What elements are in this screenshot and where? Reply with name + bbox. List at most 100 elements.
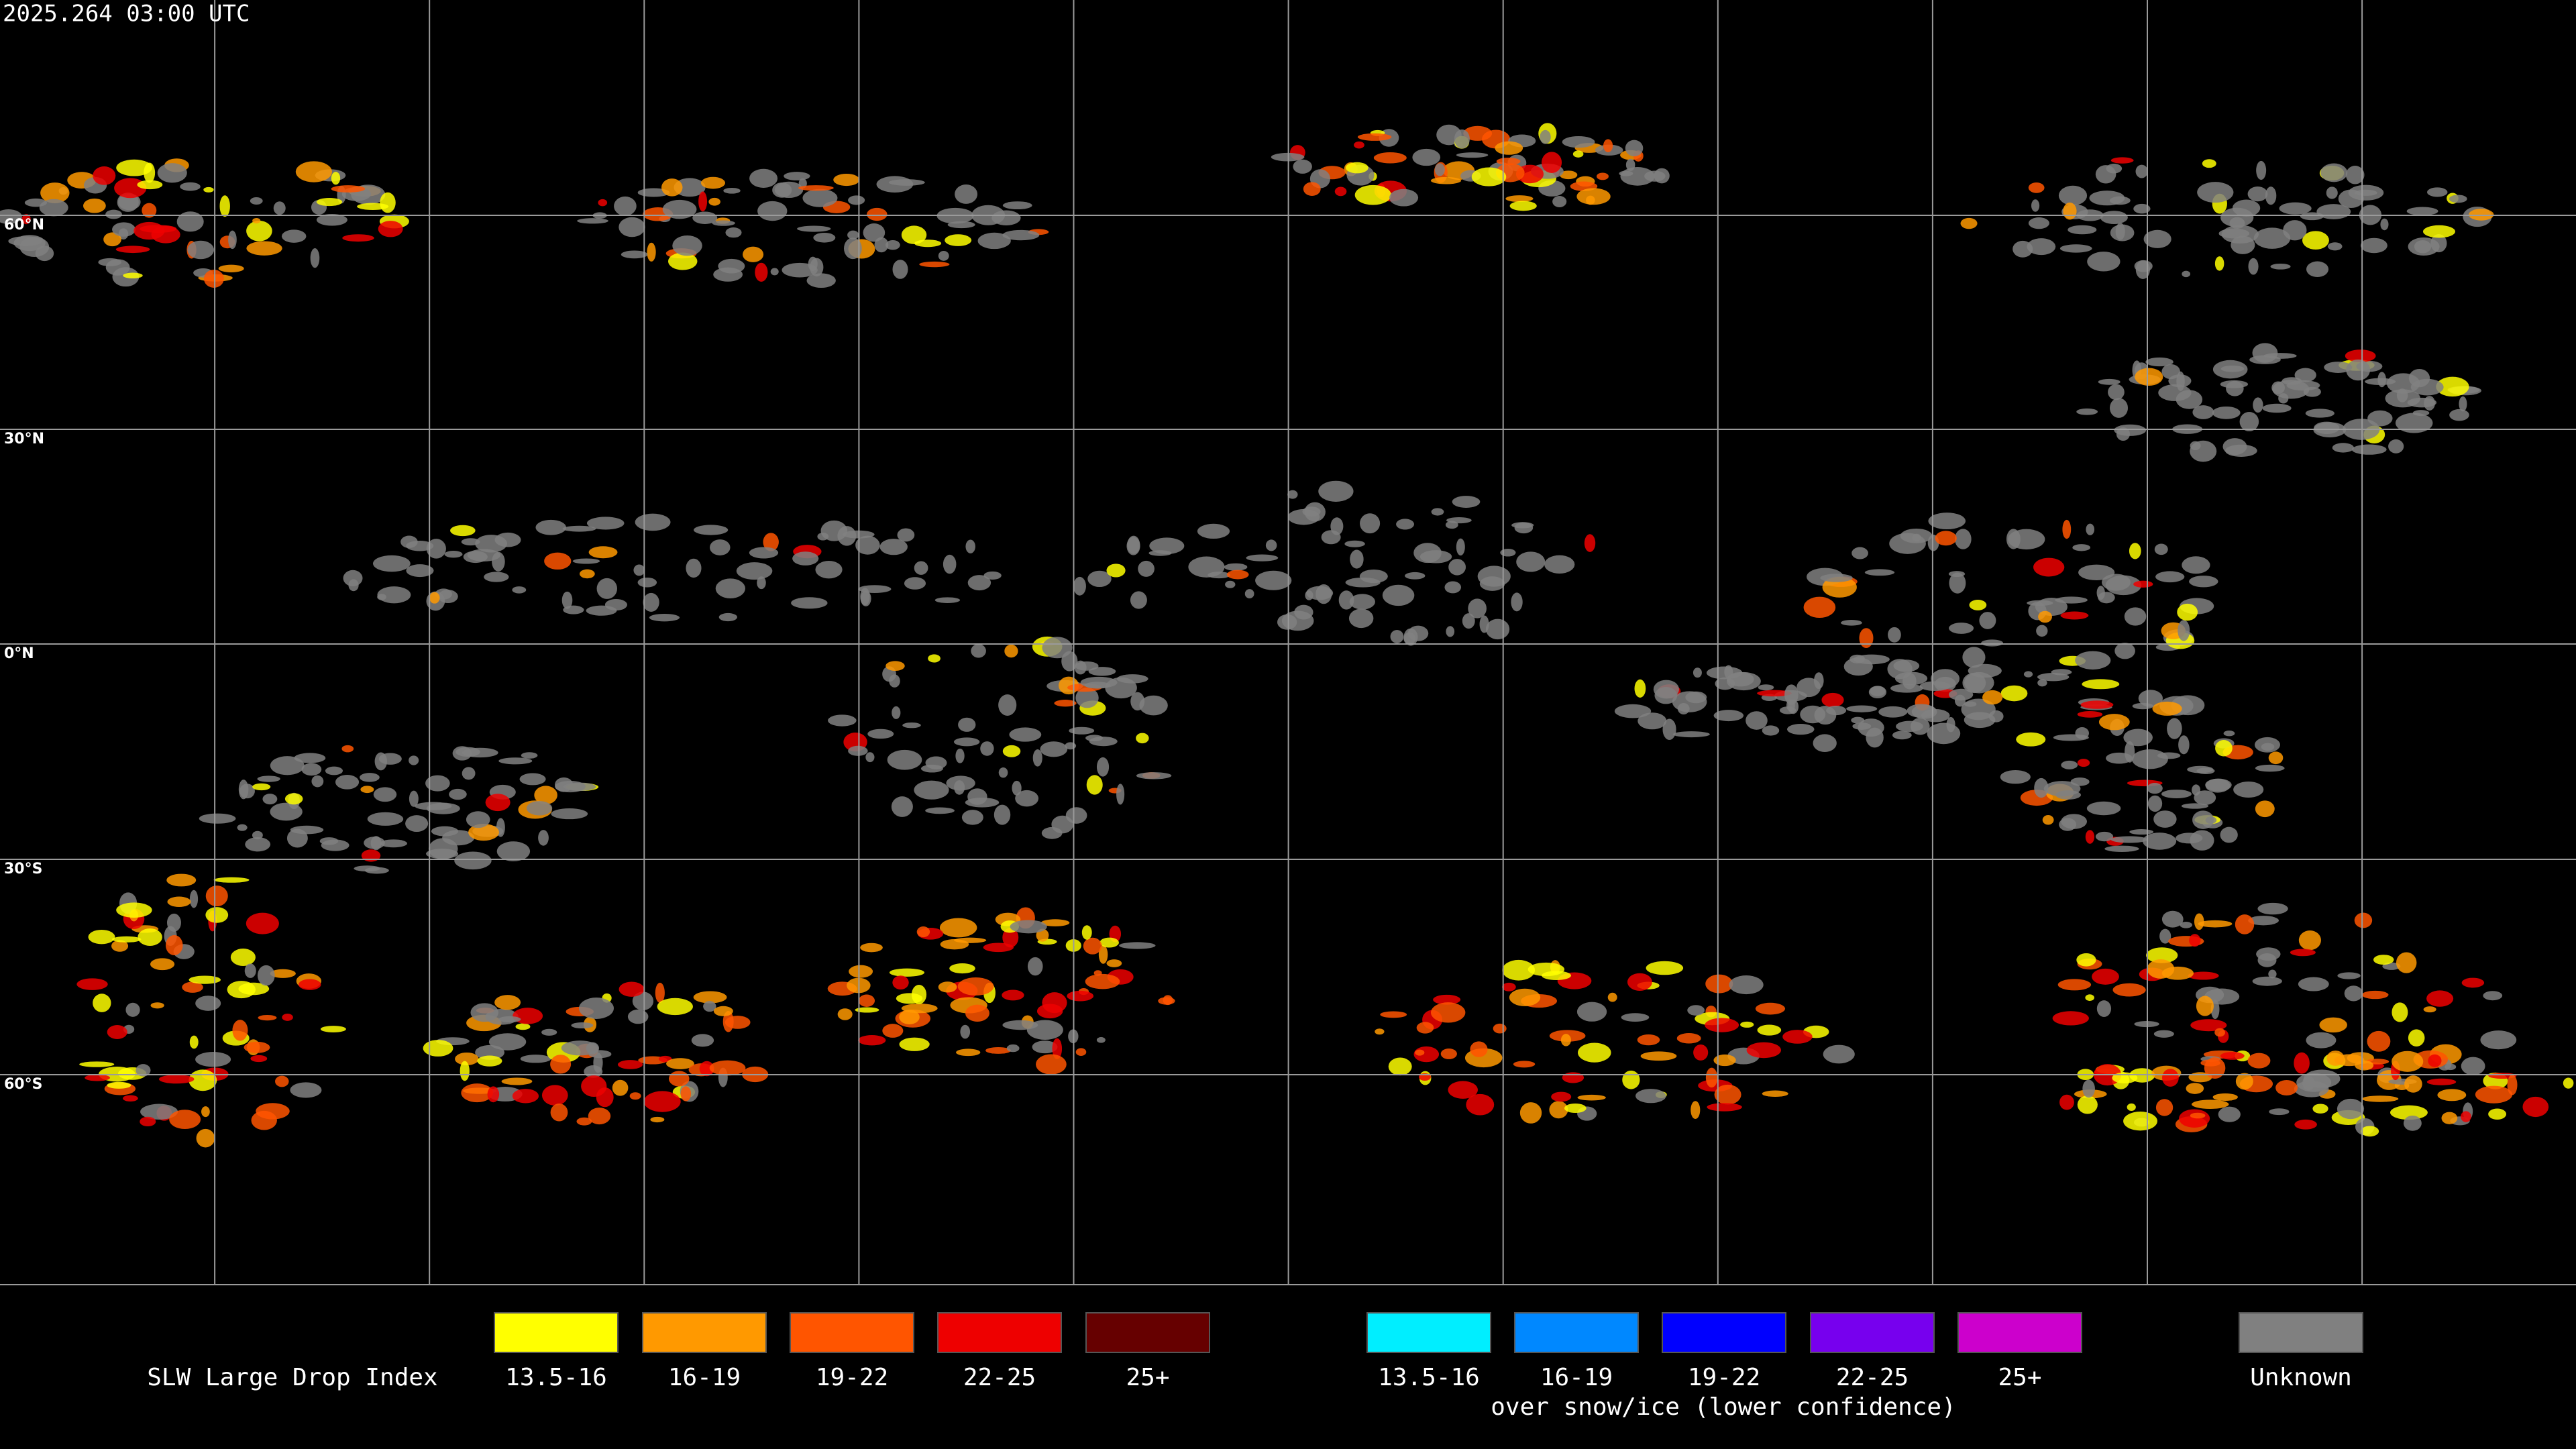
cloud-patch — [1305, 590, 1313, 600]
cloud-patch — [290, 825, 324, 835]
cloud-patch — [858, 1034, 886, 1046]
cloud-patch — [713, 1006, 733, 1016]
cloud-patch — [535, 519, 567, 535]
cloud-patch — [885, 240, 900, 250]
cloud-patch — [252, 217, 261, 224]
cloud-patch — [425, 775, 450, 792]
cloud-patch — [1625, 158, 1635, 171]
cloud-patch — [88, 929, 115, 945]
cloud-patch — [2327, 242, 2343, 251]
cloud-patch — [612, 1079, 629, 1096]
cloud-patch — [316, 214, 347, 226]
cloud-patch — [541, 1028, 557, 1036]
cloud-patch — [2078, 564, 2115, 581]
legend-label: 19-22 — [1688, 1364, 1760, 1391]
cloud-patch — [2270, 263, 2291, 270]
cloud-patch — [2189, 576, 2218, 588]
legend-caption: over snow/ice (lower confidence) — [1491, 1393, 1956, 1421]
cloud-patch — [1433, 994, 1461, 1005]
cloud-patch — [521, 752, 538, 759]
cloud-patch — [341, 745, 354, 753]
cloud-patch — [828, 714, 857, 727]
cloud-patch — [281, 229, 307, 243]
cloud-patch — [118, 193, 141, 211]
cloud-patch — [83, 198, 106, 213]
cloud-patch — [2403, 1115, 2422, 1131]
cloud-patch — [2190, 1112, 2206, 1119]
cloud-patch — [901, 225, 927, 244]
cloud-patch — [2461, 977, 2485, 988]
cloud-patch — [245, 837, 271, 852]
cloud-patch — [1456, 152, 1489, 158]
cloud-patch — [1041, 826, 1063, 839]
latitude-labels: 60°N 30°N 0°N 30°S 60°S — [4, 217, 44, 1093]
cloud-patch — [251, 1110, 277, 1130]
cloud-patch — [655, 982, 665, 1004]
cloud-patch — [1786, 724, 1815, 735]
cloud-patch — [581, 1075, 607, 1097]
cloud-patch — [1755, 1002, 1786, 1015]
cloud-patch — [837, 1008, 853, 1020]
cloud-patch — [111, 940, 129, 952]
cloud-patch — [196, 1128, 215, 1148]
cloud-patch — [579, 569, 595, 579]
cloud-patch — [1116, 674, 1148, 684]
cloud-patch — [2223, 730, 2235, 737]
cloud-patch — [1380, 1011, 1407, 1018]
cloud-patch — [576, 1117, 592, 1126]
cloud-patch — [150, 1002, 164, 1009]
cloud-patch — [1627, 973, 1652, 991]
cloud-patch — [325, 766, 343, 775]
cloud-patch — [2204, 988, 2240, 1005]
cloud-patch — [2204, 1057, 2226, 1079]
cloud-patch — [2252, 976, 2282, 986]
cloud-patch — [316, 197, 343, 207]
cloud-patch — [1821, 692, 1844, 708]
cloud-patch — [833, 173, 860, 186]
cloud-patch — [2408, 1029, 2425, 1046]
cloud-patch — [1693, 667, 1702, 678]
cloud-patch — [2423, 1006, 2436, 1013]
cloud-patch — [1621, 1013, 1650, 1022]
cloud-patch — [1614, 704, 1652, 718]
cloud-patch — [2459, 396, 2467, 412]
cloud-patch — [2108, 384, 2125, 400]
cloud-patch — [2194, 790, 2216, 806]
cloud-patch — [863, 223, 885, 242]
cloud-patch — [2179, 1109, 2210, 1128]
cloud-patch — [757, 576, 766, 590]
cloud-patch — [169, 1110, 201, 1130]
cloud-patch — [980, 741, 994, 756]
cloud-patch — [1099, 937, 1119, 948]
cloud-patch — [2114, 643, 2135, 659]
cloud-patch — [892, 260, 908, 279]
cloud-patch — [2135, 164, 2148, 178]
cloud-patch — [1928, 513, 1966, 530]
cloud-patch — [166, 873, 197, 887]
cloud-patch — [813, 232, 836, 243]
cloud-patch — [2361, 1095, 2399, 1102]
legend-label: 16-19 — [1540, 1364, 1613, 1391]
cloud-patch — [1448, 1081, 1479, 1099]
cloud-patch — [1687, 1005, 1705, 1016]
cloud-patch — [2306, 261, 2329, 278]
cloud-patch — [1495, 141, 1523, 155]
cloud-patch — [860, 943, 883, 953]
cloud-patch — [2214, 256, 2224, 271]
legend-swatch — [1662, 1312, 1786, 1353]
cloud-patch — [93, 994, 111, 1012]
cloud-patch — [2337, 1098, 2365, 1120]
cloud-patch — [815, 560, 843, 579]
cloud-patch — [2312, 1104, 2328, 1114]
cloud-patch — [2332, 443, 2354, 453]
cloud-patch — [627, 1009, 649, 1024]
cloud-patch — [693, 991, 727, 1004]
cloud-patch — [1542, 971, 1571, 981]
cloud-patch — [1054, 700, 1077, 707]
cloud-patch — [2377, 372, 2386, 388]
cloud-patch — [1382, 584, 1415, 606]
cloud-patch — [150, 958, 175, 971]
cloud-patch — [1562, 136, 1595, 148]
cloud-patch — [943, 554, 957, 574]
cloud-patch — [2189, 934, 2201, 947]
